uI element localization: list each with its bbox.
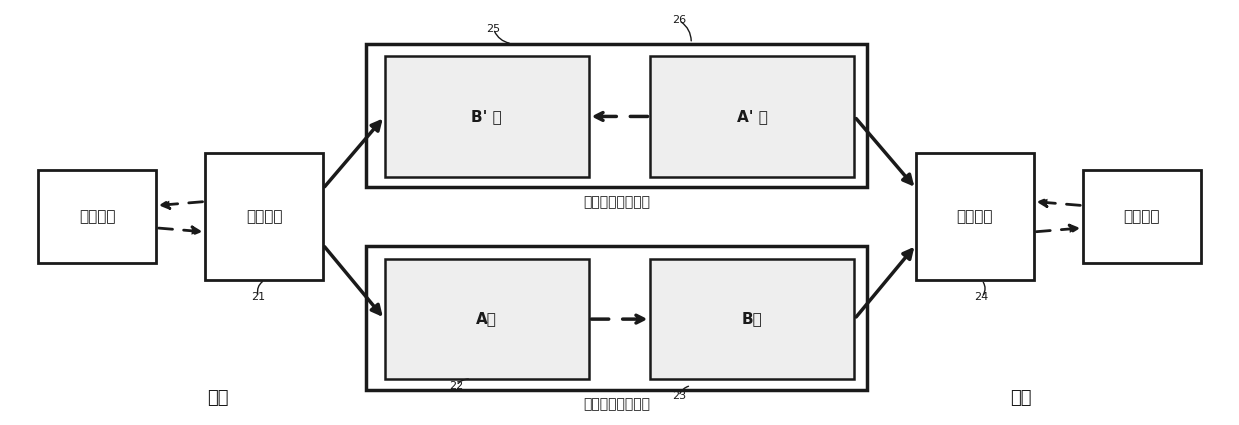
Text: A板: A板	[476, 312, 497, 326]
Text: 外网: 外网	[207, 389, 228, 407]
Bar	[384, 56, 589, 177]
Bar	[650, 259, 855, 379]
Bar	[650, 56, 855, 177]
Text: 21: 21	[252, 292, 265, 302]
Text: 业务请求: 业务请求	[79, 209, 115, 224]
Bar	[206, 153, 323, 280]
Text: 内网: 内网	[1011, 389, 1032, 407]
Text: 22: 22	[450, 381, 463, 391]
Text: 正向单向传输设备: 正向单向传输设备	[582, 398, 650, 411]
Text: 23: 23	[672, 391, 686, 401]
Text: 反向单向传输设备: 反向单向传输设备	[582, 195, 650, 209]
Text: B' 板: B' 板	[471, 109, 502, 124]
Bar	[366, 44, 867, 187]
Bar	[916, 153, 1033, 280]
Text: 业务服务: 业务服务	[1124, 209, 1160, 224]
Text: A' 板: A' 板	[737, 109, 768, 124]
Bar	[366, 246, 867, 390]
Text: 后置代理: 后置代理	[957, 209, 994, 224]
Text: B板: B板	[742, 312, 763, 326]
Bar	[1083, 170, 1201, 263]
Bar	[384, 259, 589, 379]
Text: 26: 26	[672, 15, 686, 26]
Text: 前置代理: 前置代理	[245, 209, 282, 224]
Text: 25: 25	[487, 24, 501, 34]
Text: 24: 24	[975, 292, 989, 302]
Bar	[38, 170, 156, 263]
